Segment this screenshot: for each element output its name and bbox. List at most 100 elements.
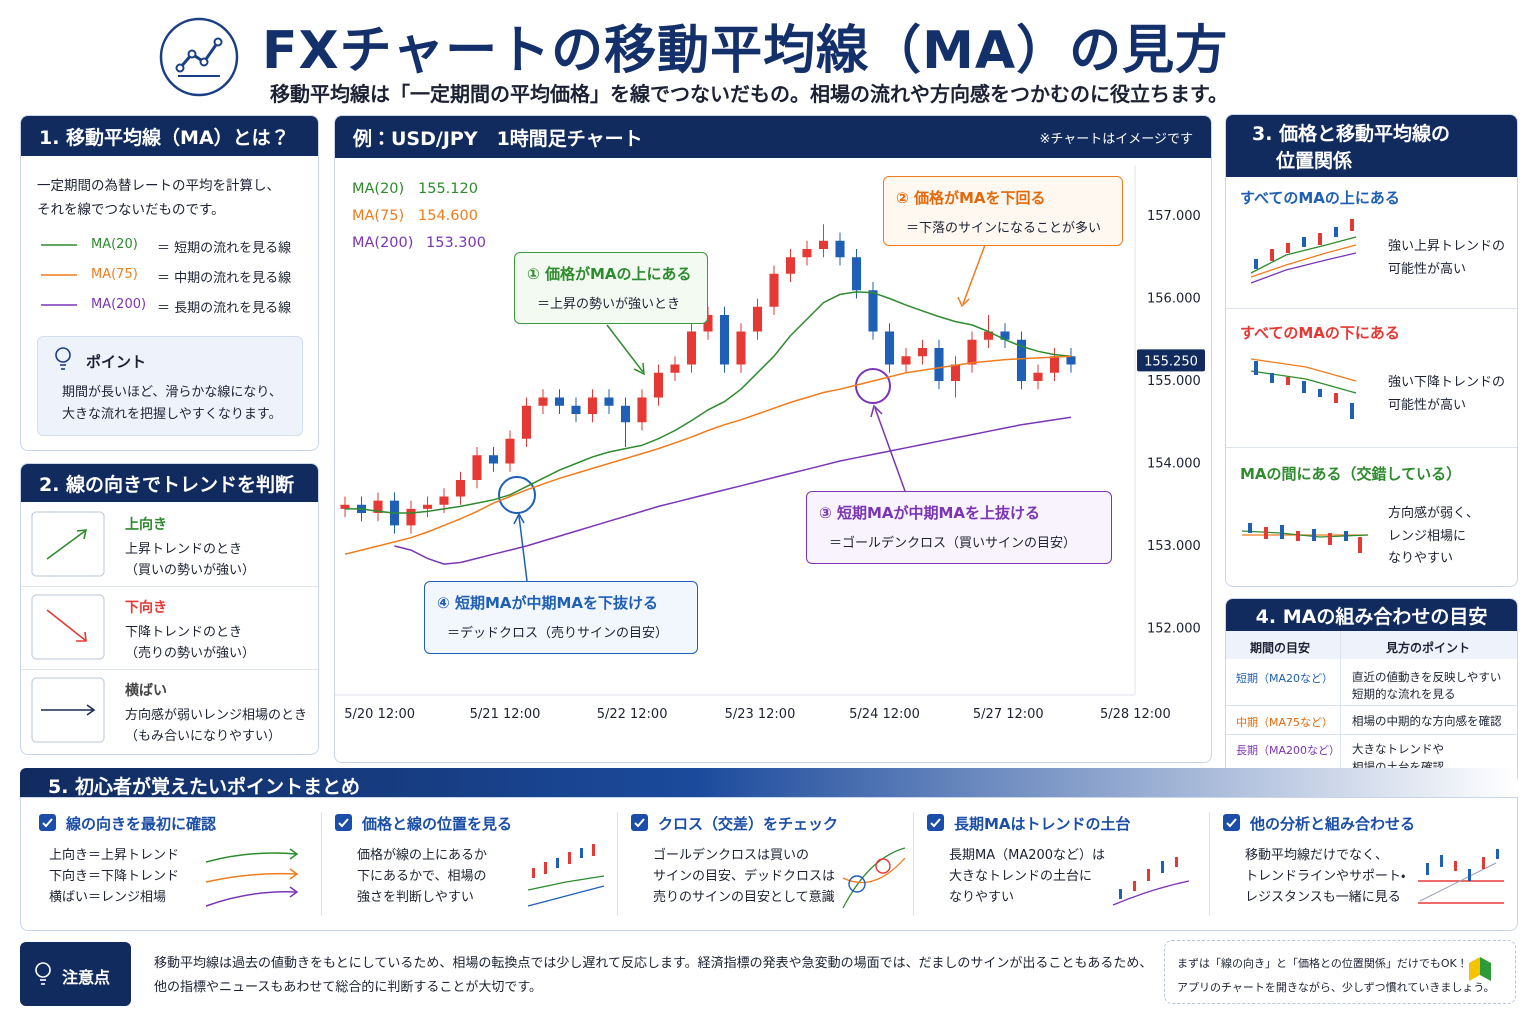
summary-line: 価格が線の上にあるか [357, 848, 488, 863]
table-cell: 大きなトレンドや [1352, 742, 1444, 756]
chart: 152.000 153.000 154.000 155.000 156.000 157.0… [335, 165, 1205, 722]
bulb-icon [35, 962, 51, 985]
ma-label: MA(75) [91, 267, 138, 282]
section-5: 線の向きを最初に確認 上向き＝上昇トレンド 下向き＝下降トレンド 横ばい＝レンジ相場 価… [20, 797, 1518, 931]
y-tick-label: 152.000 [1147, 622, 1201, 637]
table-cell: 短期的な流れを見る [1352, 687, 1456, 701]
candle-body [620, 405, 631, 423]
summary-line: なりやすい [949, 890, 1015, 905]
callout-number: ③ [819, 504, 832, 522]
position-line: 強い上昇トレンドの [1388, 239, 1506, 254]
candle-body [1066, 356, 1076, 365]
table-term: 長期（MA200など） [1236, 744, 1341, 757]
candle-body [835, 240, 845, 258]
candle-body [521, 405, 532, 439]
heading-text: 3. 価格と移動平均線の [1252, 123, 1451, 145]
candle-body [1016, 339, 1027, 381]
position-line: レンジ相場に [1388, 529, 1467, 544]
callout-text: ＝上昇の勢いが強いとき [537, 297, 681, 312]
section-1: 1. 移動平均線（MA）とは？ 一定期間の為替レートの平均を計算し、 それを線で… [20, 115, 319, 451]
y-tick-label: 154.000 [1147, 457, 1201, 472]
ma-desc: ＝ 短期の流れを見る線 [157, 241, 292, 256]
legend-value: 155.120 [418, 181, 478, 197]
heading-text: 位置関係 [1276, 150, 1353, 172]
candle-body [571, 405, 581, 414]
y-tick-label: 155.000 [1147, 374, 1201, 389]
chart-title: 例：USD/JPY 1時間足チャート [353, 127, 643, 150]
tip-line: アプリのチャートを開きながら、少しずつ慣れていきましょう。 [1177, 981, 1495, 994]
trend-line: （もみ合いになりやすい） [125, 729, 282, 744]
candle-body [406, 508, 416, 526]
x-tick-label: 5/22 12:00 [597, 707, 668, 722]
trend-icon-flat [31, 677, 105, 743]
table-cell: 相場の中期的な方向感を確認 [1352, 714, 1502, 728]
legend-name: MA(200) [352, 235, 413, 251]
candle-body [1033, 372, 1043, 381]
chart-header: 例：USD/JPY 1時間足チャート ※チャートはイメージです [335, 116, 1211, 158]
section-heading: 3. 価格と移動平均線の 位置関係 [1226, 115, 1517, 177]
position-line: 強い下降トレンドの [1388, 375, 1506, 390]
trend-title: 下向き [125, 600, 167, 616]
candle-body [686, 331, 697, 365]
divider [1226, 734, 1517, 735]
candle-body [1000, 331, 1010, 340]
callout-title: 短期MAが中期MAを上抜ける [836, 504, 1041, 522]
summary-title: 長期MAはトレンドの土台 [954, 815, 1131, 833]
trend-icon-down [31, 594, 105, 660]
summary-line: 大きなトレンドの土台に [949, 869, 1093, 884]
candle-body [587, 397, 598, 414]
summary-title: クロス（交差）をチェック [658, 815, 839, 833]
table-term: 中期（MA75など） [1236, 716, 1334, 729]
tip-box: まずは「線の向き」と「価格との位置関係」だけでもOK！ アプリのチャートを開きな… [1164, 940, 1516, 1004]
divider [1226, 308, 1517, 309]
trend-line: 方向感が弱いレンジ相場のとき [125, 708, 308, 723]
section-4: 4. MAの組み合わせの目安 期間の目安 見方のポイント 短期（MA20など） … [1225, 598, 1518, 784]
mini-chart [1250, 358, 1357, 419]
x-tick-label: 5/28 12:00 [1100, 707, 1171, 722]
candle-body [884, 331, 895, 365]
table-header [1226, 631, 1517, 659]
summary-line: トレンドラインやサポート・ [1245, 869, 1406, 884]
summary-line: 下にあるかで、相場の [357, 869, 487, 884]
section-heading: 5. 初心者が覚えたいポイントまとめ [20, 768, 1517, 798]
beginner-mark [1469, 957, 1491, 981]
candle-body [917, 348, 928, 357]
divider [1209, 812, 1210, 916]
mini-chart [1241, 523, 1369, 553]
page-subtitle: 移動平均線は「一定期間の平均価格」を線でつないだもの。相場の流れや方向感をつかむ… [270, 82, 1228, 106]
callout-text: ＝ゴールデンクロス（買いサインの目安） [829, 536, 1077, 551]
table-term: 短期（MA20など） [1236, 672, 1334, 685]
legend-value: 153.300 [426, 235, 486, 251]
summary-line: 強さを判断しやすい [357, 890, 474, 905]
legend-name: MA(75) [352, 208, 404, 224]
summary-title: 他の分析と組み合わせる [1250, 815, 1416, 833]
x-tick-label: 5/20 12:00 [344, 707, 415, 722]
trend-line: （買いの勢いが強い） [125, 563, 256, 578]
candle-body [901, 356, 911, 365]
check-icon [631, 814, 648, 831]
point-title: ポイント [86, 353, 147, 371]
candle-body [538, 397, 548, 406]
callout-number: ① [527, 265, 540, 283]
ma-line [345, 291, 1072, 514]
point-line: 大きな流れを把握しやすくなります。 [62, 407, 282, 422]
chart-note: ※チャートはイメージです [1039, 131, 1193, 147]
ma-line-samples [41, 244, 77, 306]
callout-arrows [513, 244, 986, 582]
candle-body [967, 339, 977, 365]
ma-label: MA(20) [91, 237, 138, 252]
mini-chart [527, 844, 605, 907]
point-box: ポイント 期間が長いほど、滑らかな線になり、 大きな流れを把握しやすくなります。 [37, 336, 303, 436]
heading-text: 4. MAの組み合わせの目安 [1255, 605, 1488, 628]
candle-body [752, 306, 763, 332]
caution-badge: 注意点 [20, 942, 131, 1006]
x-tick-label: 5/23 12:00 [725, 707, 796, 722]
body-line: 一定期間の為替レートの平均を計算し、 [37, 178, 280, 194]
candle-body [934, 348, 944, 381]
heading-text: 1. 移動平均線（MA）とは？ [39, 126, 290, 149]
candle-body [505, 438, 515, 464]
callout-number: ② [896, 189, 909, 207]
cross-marker [855, 368, 891, 404]
check-icon [39, 814, 56, 831]
